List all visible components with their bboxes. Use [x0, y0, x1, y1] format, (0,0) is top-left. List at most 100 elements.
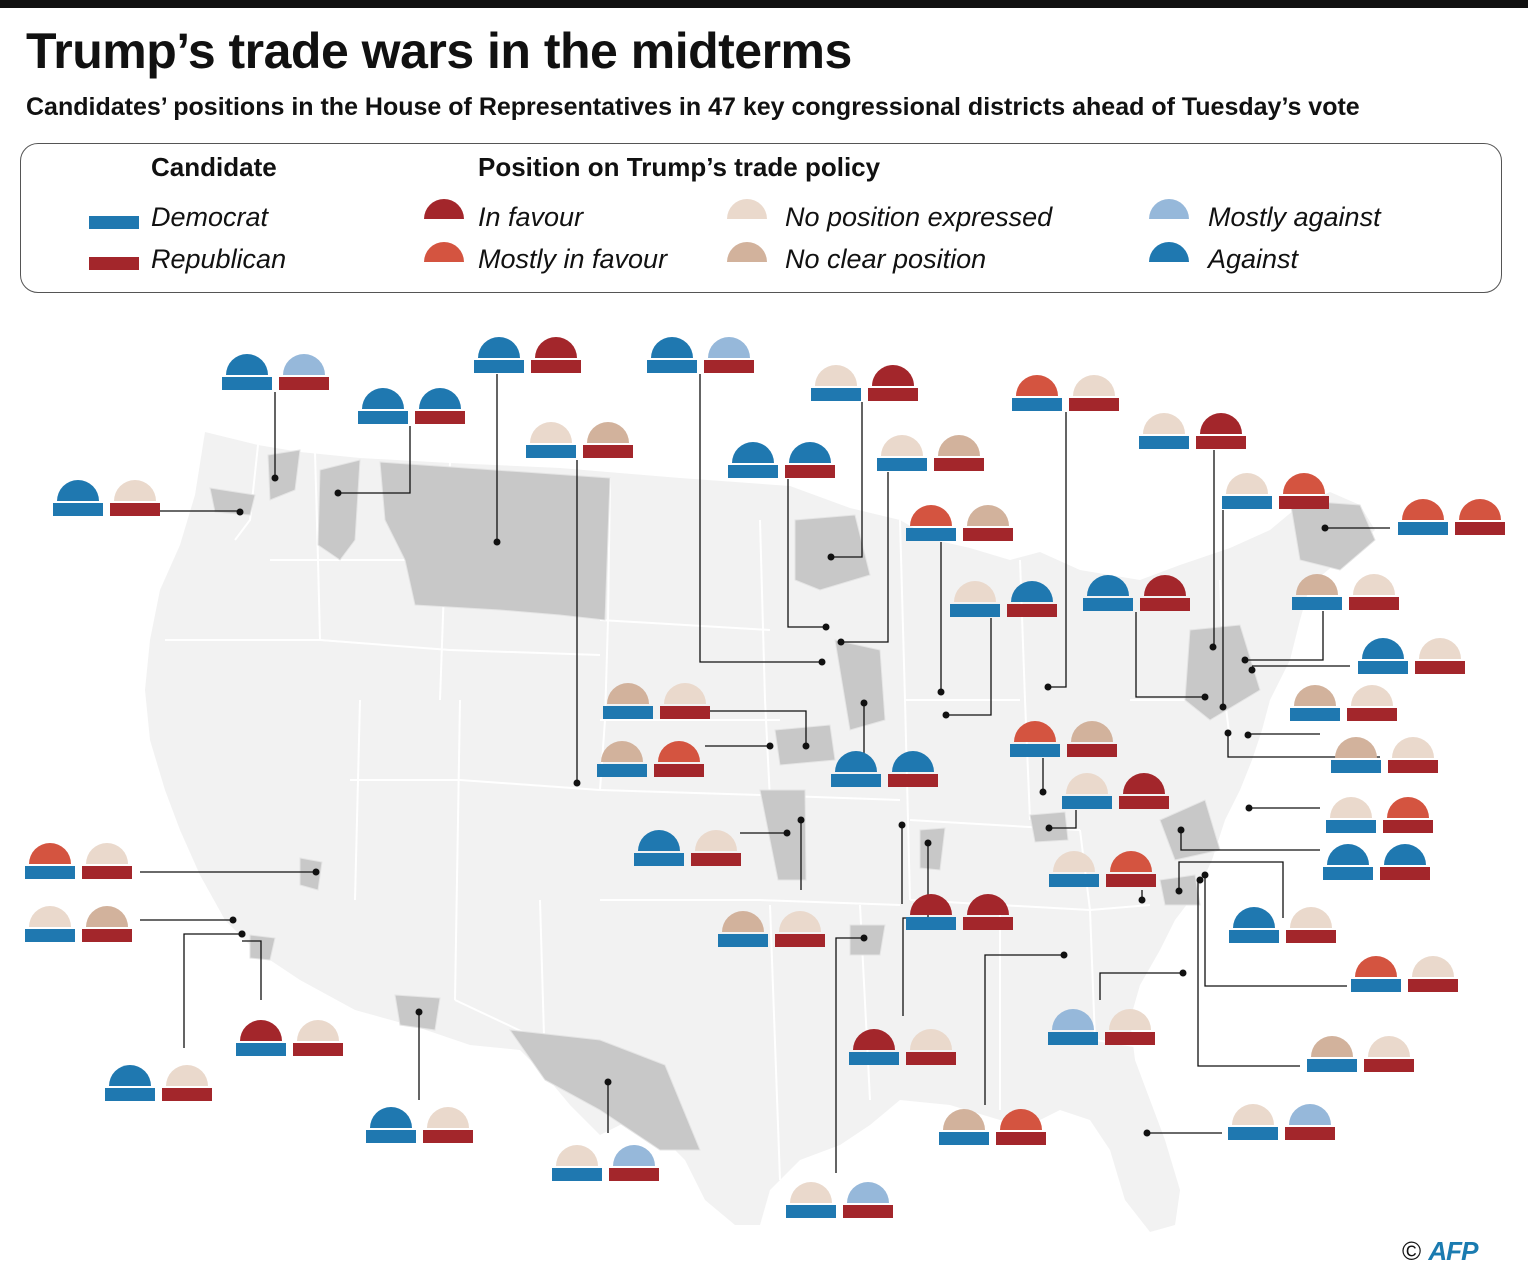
democrat-bar: [222, 377, 272, 390]
democrat-position-dome: [1052, 1009, 1094, 1030]
republican-position-dome: [1144, 575, 1186, 596]
legend-box: Candidate Position on Trump’s trade poli…: [20, 143, 1502, 293]
democrat-position-dome: [835, 751, 877, 772]
republican-bar: [1285, 1127, 1335, 1140]
democrat-bar: [25, 929, 75, 942]
state-border: [759, 899, 901, 906]
district-dot: [1143, 1129, 1151, 1137]
republican-bar: [583, 445, 633, 458]
republican-position-dome: [1110, 851, 1152, 872]
democrat-bar: [53, 503, 103, 516]
district-marker: [831, 751, 938, 787]
republican-bar: [1279, 496, 1329, 509]
leader-line: [1245, 611, 1324, 661]
district-dot: [415, 1008, 423, 1016]
state-border: [454, 699, 461, 1001]
district-marker: [1398, 499, 1505, 535]
district-marker: [25, 843, 132, 879]
legend-in-favour-swatch: [424, 199, 464, 219]
democrat-position-dome: [601, 741, 643, 762]
republican-bar: [279, 377, 329, 390]
district-marker: [603, 683, 710, 719]
democrat-position-dome: [370, 1107, 412, 1128]
district-marker: [366, 1107, 473, 1143]
democrat-position-dome: [910, 894, 952, 915]
republican-bar: [843, 1205, 893, 1218]
democrat-bar: [25, 866, 75, 879]
legend-no-position-swatch: [727, 199, 767, 219]
republican-bar: [691, 853, 741, 866]
leader-line: [841, 472, 889, 643]
district-dots: [229, 474, 1329, 1137]
republican-position-dome: [1459, 499, 1501, 520]
republican-bar: [1007, 604, 1057, 617]
district-dot: [1244, 731, 1252, 739]
democrat-bar: [939, 1132, 989, 1145]
district-marker: [1228, 1104, 1335, 1140]
district-dot: [797, 816, 805, 824]
district-marker: [474, 337, 581, 373]
top-rule: [0, 0, 1528, 8]
leader-line: [1049, 810, 1077, 829]
democrat-position-dome: [910, 505, 952, 526]
democrat-position-dome: [109, 1065, 151, 1086]
democrat-bar: [1139, 436, 1189, 449]
republican-bar: [609, 1168, 659, 1181]
district-dot: [1179, 969, 1187, 977]
democrat-position-dome: [1327, 844, 1369, 865]
republican-bar: [704, 360, 754, 373]
republican-bar: [660, 706, 710, 719]
republican-position-dome: [587, 422, 629, 443]
democrat-position-dome: [1355, 956, 1397, 977]
republican-position-dome: [1283, 473, 1325, 494]
leader-line: [1135, 612, 1205, 698]
republican-bar: [888, 774, 938, 787]
state-borders: [165, 444, 1231, 1181]
democrat-position-dome: [881, 435, 923, 456]
legend-mostly-against-swatch: [1149, 199, 1189, 219]
district-marker: [728, 442, 835, 478]
district-marker: [222, 354, 329, 390]
republican-bar: [1388, 760, 1438, 773]
republican-position-dome: [1412, 956, 1454, 977]
republican-position-dome: [872, 365, 914, 386]
district-dot: [802, 742, 810, 750]
district-dot: [1201, 871, 1209, 879]
democrat-bar: [358, 411, 408, 424]
republican-position-dome: [658, 741, 700, 762]
democrat-bar: [718, 934, 768, 947]
democrat-bar: [603, 706, 653, 719]
democrat-bar: [1222, 496, 1272, 509]
republican-bar: [1349, 597, 1399, 610]
legend-in-favour-label: In favour: [478, 202, 584, 232]
district-dot: [860, 699, 868, 707]
republican-position-dome: [1289, 1104, 1331, 1125]
democrat-position-dome: [1233, 907, 1275, 928]
district-marker: [634, 830, 741, 866]
legend-democrat-label: Democrat: [151, 202, 269, 232]
democrat-position-dome: [29, 843, 71, 864]
democrat-position-dome: [732, 442, 774, 463]
district-dot: [1201, 693, 1209, 701]
democrat-position-dome: [815, 365, 857, 386]
district-dot: [1209, 643, 1217, 651]
district-marker: [1049, 851, 1156, 887]
district-dot: [1241, 656, 1249, 664]
republican-position-dome: [297, 1020, 339, 1041]
democrat-bar: [1048, 1032, 1098, 1045]
republican-position-dome: [1392, 737, 1434, 758]
democrat-position-dome: [530, 422, 572, 443]
district-dot: [604, 1078, 612, 1086]
democrat-bar: [366, 1130, 416, 1143]
democrat-bar: [811, 388, 861, 401]
district-marker: [811, 365, 918, 401]
district: [759, 789, 807, 881]
republican-position-dome: [779, 911, 821, 932]
republican-bar: [1455, 522, 1505, 535]
democrat-bar: [786, 1205, 836, 1218]
democrat-position-dome: [226, 354, 268, 375]
district-marker: [906, 505, 1013, 541]
democrat-bar: [1229, 930, 1279, 943]
democrat-position-dome: [29, 906, 71, 927]
district-marker: [597, 741, 704, 777]
